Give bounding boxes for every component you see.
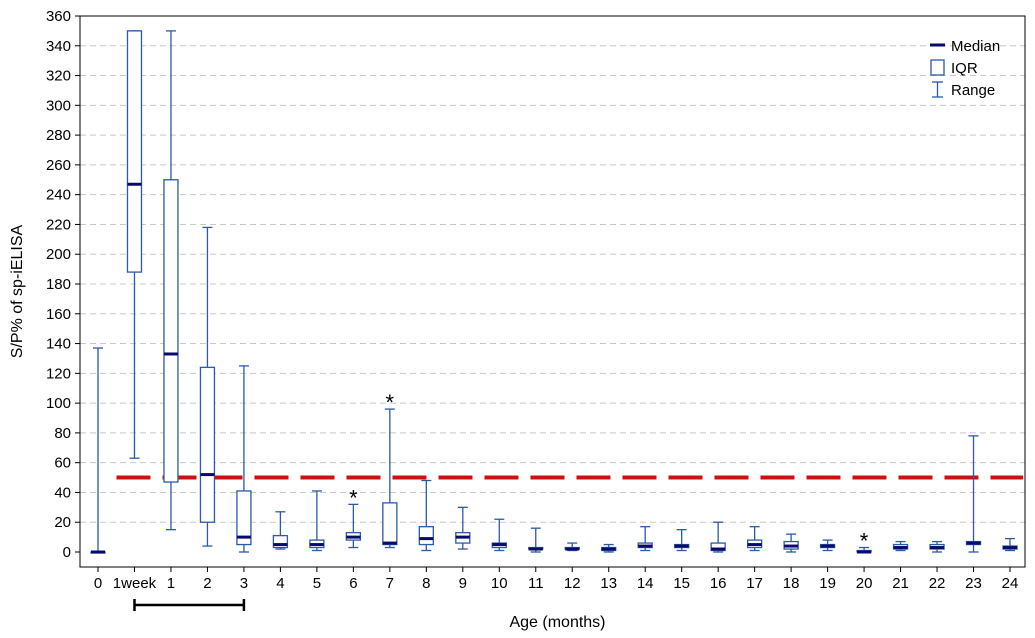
box-5 [309, 490, 325, 552]
x-tick-label: 2 [203, 575, 211, 592]
x-tick-label: 3 [240, 575, 248, 592]
boxes [90, 30, 1018, 554]
box-0 [90, 347, 106, 554]
y-tick-label: 100 [46, 395, 71, 412]
box-7 [382, 408, 398, 549]
box-1 [163, 30, 179, 531]
box-16 [710, 521, 726, 553]
box-18 [783, 533, 799, 553]
y-tick-label: 300 [46, 97, 71, 114]
y-tick-label: 240 [46, 187, 71, 204]
x-tick-label: 24 [1002, 575, 1019, 592]
x-tick-label: 22 [929, 575, 946, 592]
legend-median-label: Median [951, 38, 1000, 55]
y-tick-label: 60 [54, 455, 71, 472]
legend-range-label: Range [951, 82, 995, 99]
y-tick-label: 40 [54, 484, 71, 501]
x-tick-label: 15 [673, 575, 690, 592]
y-tick-label: 260 [46, 157, 71, 174]
x-tick-label: 18 [783, 575, 800, 592]
box-19 [819, 539, 836, 552]
y-tick-label: 340 [46, 38, 71, 55]
y-tick-label: 200 [46, 246, 71, 263]
box-2 [199, 226, 216, 547]
y-tick-label: 280 [46, 127, 71, 144]
box-23 [965, 435, 982, 553]
significance-asterisk: * [386, 390, 395, 415]
y-tick-label: 140 [46, 336, 71, 353]
box-4 [272, 511, 289, 550]
y-tick-label: 360 [46, 8, 71, 25]
box-11 [528, 527, 544, 553]
annotations: * * * [133, 390, 869, 611]
box-14 [637, 526, 653, 552]
y-tick-label: 180 [46, 276, 71, 293]
iqr-box [199, 366, 216, 523]
x-tick-label: 8 [422, 575, 430, 592]
legend-range-swatch [932, 81, 943, 98]
x-tick-label: 5 [313, 575, 321, 592]
y-axis-title: S/P% of sp-iELISA [9, 224, 26, 358]
box-8 [418, 479, 434, 552]
x-axis-title: Age (months) [509, 614, 605, 631]
box-12 [564, 542, 580, 552]
x-tick-label: 23 [965, 575, 982, 592]
box-15 [674, 529, 690, 552]
x-tick-label: 10 [491, 575, 508, 592]
box-1week [126, 30, 143, 459]
legend-iqr-swatch [930, 59, 945, 76]
iqr-box [272, 534, 289, 549]
x-tick-label: 20 [856, 575, 873, 592]
box-21 [892, 540, 909, 552]
x-tick-label: 19 [819, 575, 836, 592]
iqr-box [382, 502, 398, 546]
x-tick-label: 14 [637, 575, 654, 592]
legend: Median IQR Range [930, 38, 1000, 99]
x-tick-label: 13 [600, 575, 617, 592]
y-tick-label: 320 [46, 68, 71, 85]
x-tick-label: 6 [349, 575, 357, 592]
x-tick-label: 11 [528, 575, 544, 592]
x-tick-label: 9 [459, 575, 467, 592]
age-range-bracket [133, 599, 246, 611]
iqr-box [126, 30, 143, 273]
significance-asterisk: * [860, 529, 869, 554]
x-tick-label: 12 [564, 575, 581, 592]
y-tick-label: 80 [54, 425, 71, 442]
x-tick-label: 21 [892, 575, 909, 592]
iqr-box [418, 526, 434, 546]
box-10 [491, 518, 507, 552]
x-tick-label: 1 [167, 575, 175, 592]
x-tick-label: 16 [710, 575, 727, 592]
legend-iqr-label: IQR [951, 60, 978, 77]
x-tick-label: 0 [94, 575, 102, 592]
y-tick-label: 160 [46, 306, 71, 323]
x-tick-label: 1week [113, 575, 157, 592]
gridlines [80, 45, 1025, 523]
y-tick-label: 20 [54, 514, 71, 531]
significance-asterisk: * [349, 485, 358, 510]
box-3 [236, 365, 252, 553]
y-tick-label: 120 [46, 365, 71, 382]
x-tick-label: 4 [276, 575, 284, 592]
iqr-box [236, 490, 252, 546]
box-13 [601, 543, 617, 553]
box-17 [746, 526, 763, 552]
axis-ticks: 0204060801001201401601802002202402602803… [46, 8, 1018, 592]
plot-frame [79, 15, 1026, 568]
box-24 [1002, 537, 1018, 552]
x-tick-label: 17 [746, 575, 763, 592]
y-tick-label: 0 [63, 544, 71, 561]
y-tick-label: 220 [46, 216, 71, 233]
box-9 [455, 506, 471, 550]
iqr-box [163, 179, 179, 483]
x-tick-label: 7 [386, 575, 394, 592]
box-22 [929, 540, 945, 553]
box-6 [345, 503, 362, 549]
box-20 [856, 546, 872, 554]
